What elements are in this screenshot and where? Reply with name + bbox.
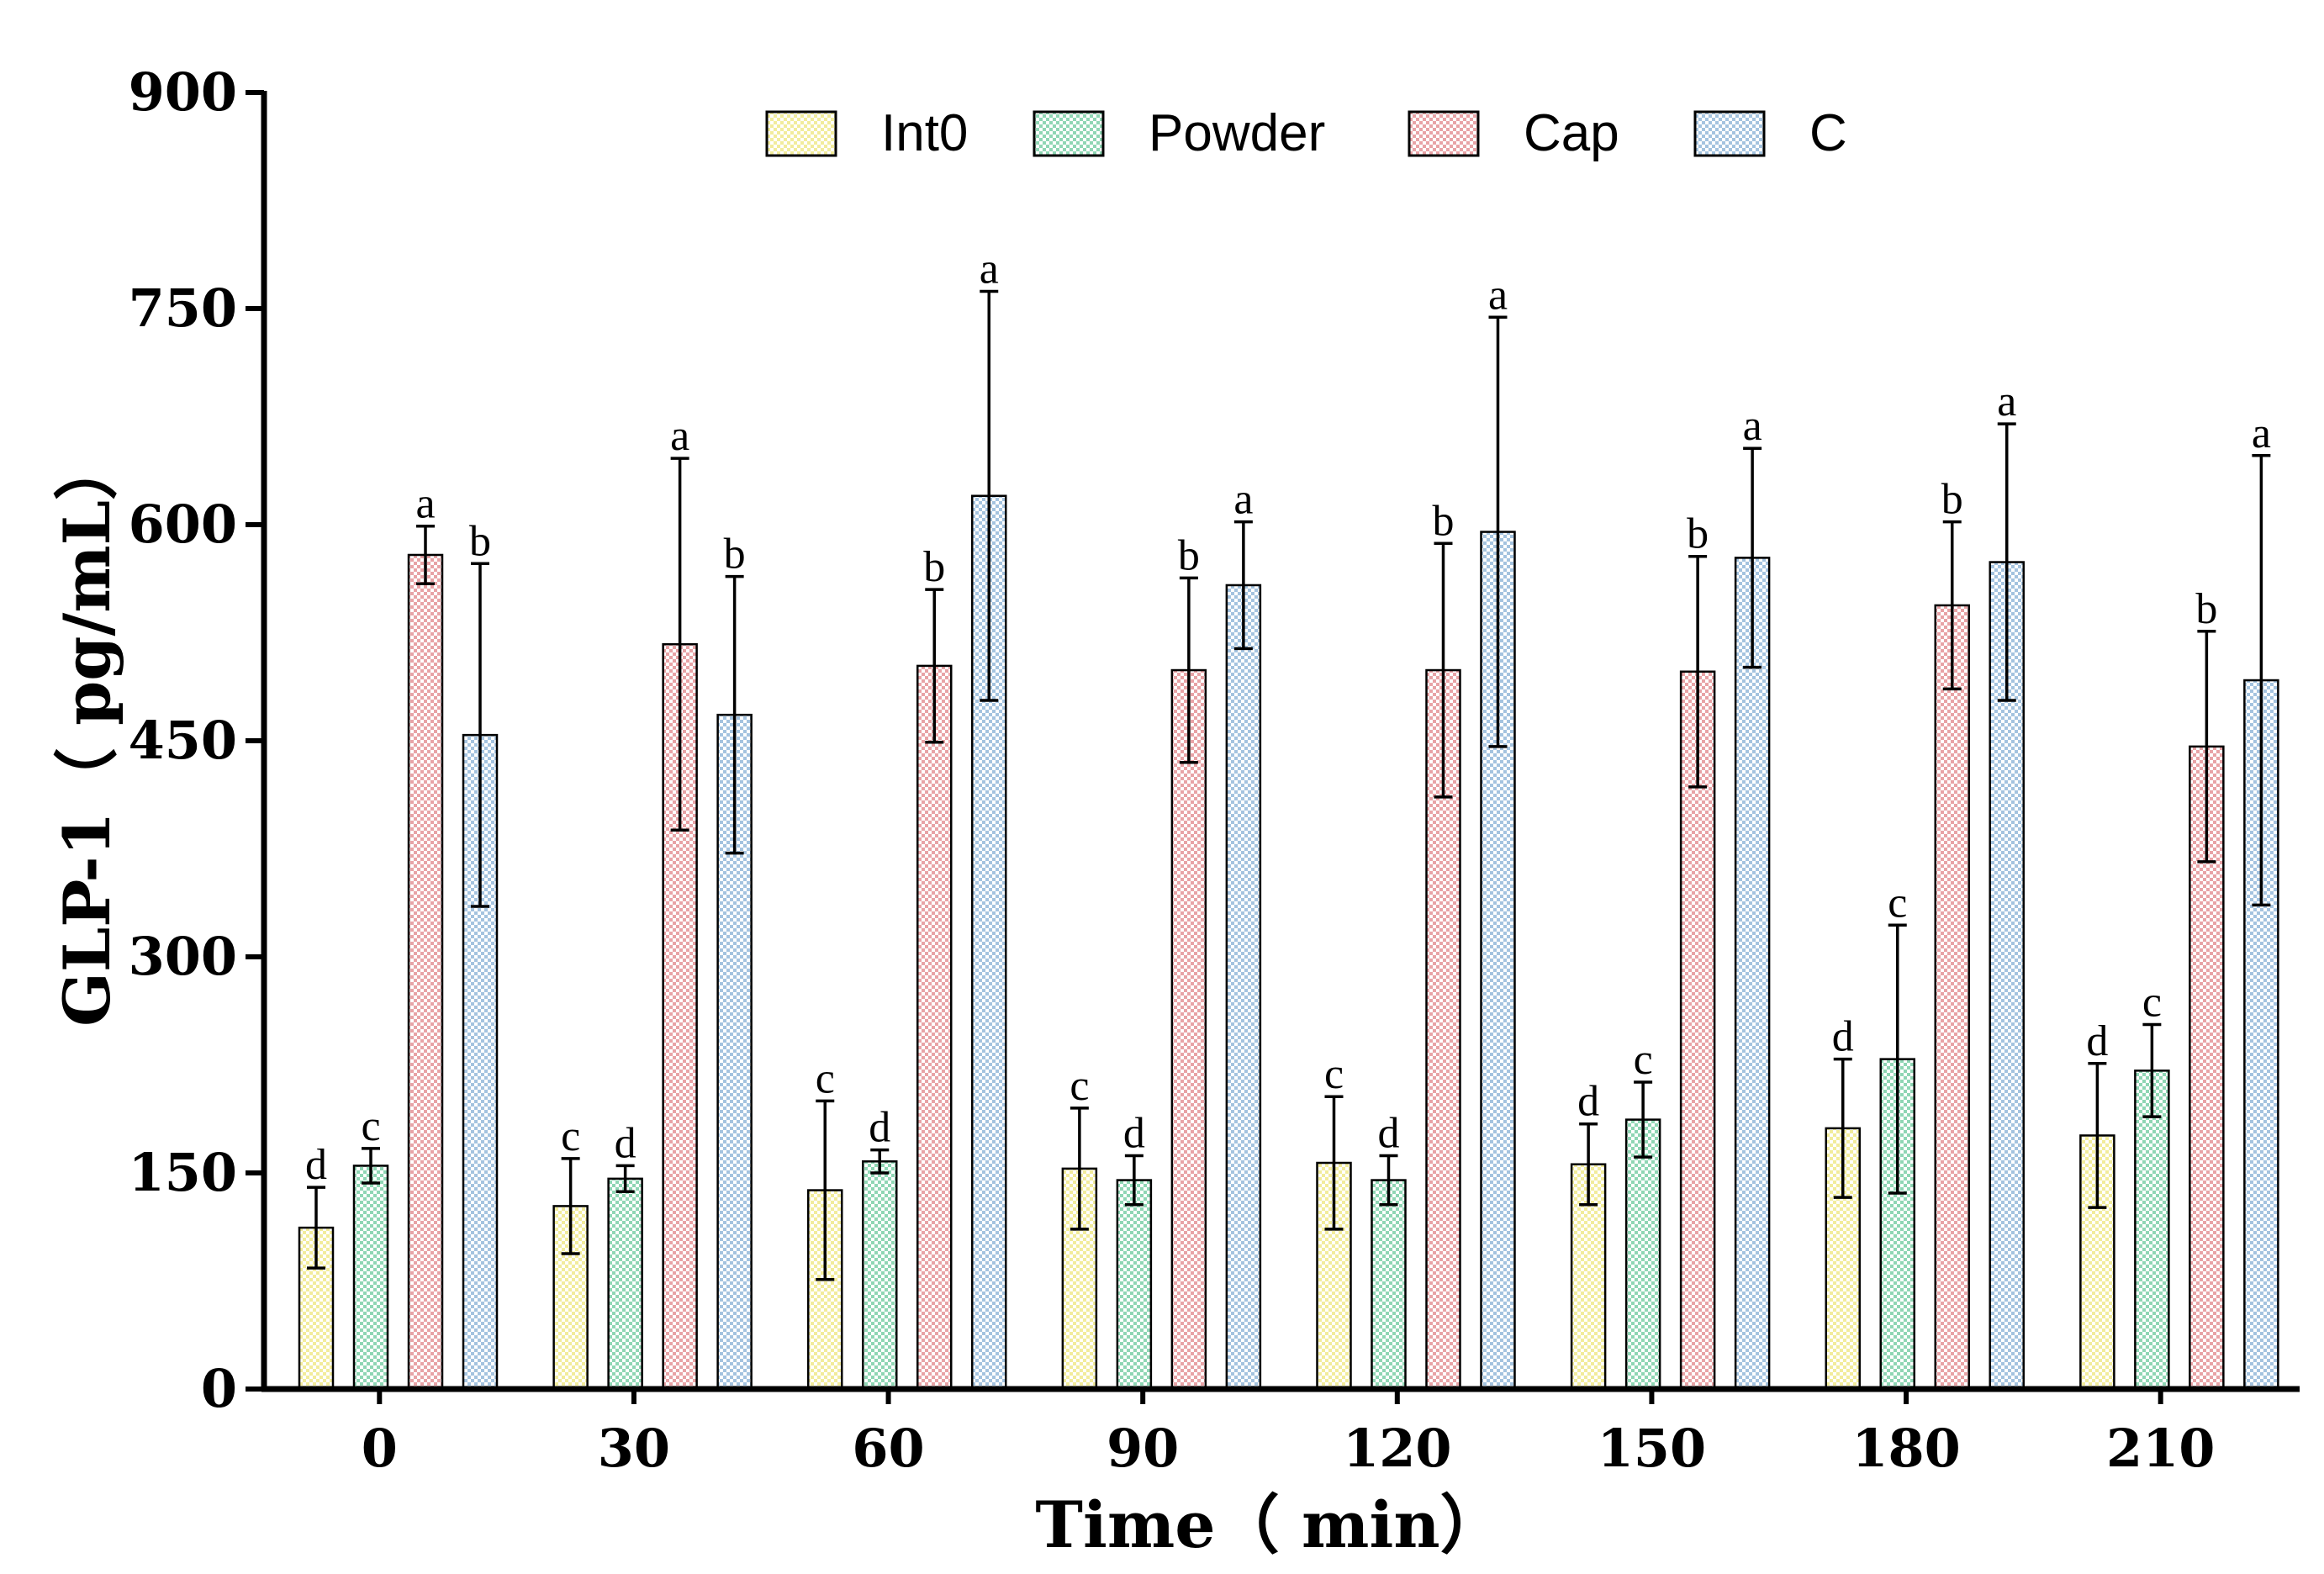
y-tick-label: 150	[129, 1142, 237, 1203]
significance-label: b	[1687, 510, 1709, 558]
significance-label: b	[1178, 531, 1200, 579]
x-tick-label: 180	[1851, 1418, 1960, 1479]
significance-label: b	[2195, 585, 2217, 633]
significance-label: b	[469, 517, 491, 565]
significance-label: d	[305, 1141, 327, 1189]
x-tick-label: 120	[1343, 1418, 1451, 1479]
bar-powder-t30	[607, 1177, 643, 1391]
legend-label-int0: Int0	[881, 104, 968, 162]
bar-powder-t120	[1371, 1179, 1407, 1391]
y-tick-label: 0	[201, 1358, 237, 1419]
significance-label: c	[1324, 1050, 1344, 1098]
legend-label-powder: Powder	[1149, 104, 1325, 162]
y-tick-label: 600	[129, 494, 237, 555]
significance-label: c	[561, 1112, 580, 1160]
significance-label: b	[1433, 497, 1455, 545]
bar-cap-t30	[662, 642, 698, 1391]
bar-cap-t60	[916, 664, 953, 1391]
y-tick-label: 750	[129, 277, 237, 339]
significance-label: d	[1832, 1013, 1854, 1061]
significance-label: d	[869, 1104, 890, 1152]
significance-label: c	[2142, 979, 2162, 1027]
significance-label: c	[1888, 879, 1907, 927]
significance-label: d	[615, 1119, 636, 1167]
significance-label: c	[1070, 1062, 1089, 1110]
significance-label: a	[1488, 271, 1508, 319]
significance-label: d	[2086, 1017, 2108, 1065]
bar-c-t90	[1225, 584, 1262, 1391]
significance-label: c	[361, 1102, 380, 1150]
significance-label: a	[670, 412, 689, 460]
significance-label: d	[1123, 1109, 1145, 1157]
legend-swatch-cap	[1408, 110, 1480, 157]
legend-label-cap: Cap	[1524, 104, 1619, 162]
significance-label: a	[1997, 378, 2016, 425]
significance-label: d	[1378, 1109, 1400, 1157]
y-axis-title: GLP-1（ pg/mL）	[50, 436, 124, 1027]
bar-powder-t0	[352, 1165, 389, 1391]
x-tick-label: 0	[362, 1418, 398, 1479]
bar-cap-t0	[407, 553, 444, 1391]
x-tick-label: 210	[2106, 1418, 2215, 1479]
x-axis-title: Time（ min）	[1035, 1487, 1503, 1562]
legend-label-c: C	[1809, 104, 1847, 162]
legend-swatch-c	[1693, 110, 1766, 157]
significance-label: a	[415, 480, 435, 528]
legend-swatch-int0	[765, 110, 837, 157]
significance-label: a	[1743, 402, 1762, 450]
bar-cap-t90	[1170, 668, 1207, 1391]
x-tick-label: 30	[598, 1418, 670, 1479]
significance-label: b	[724, 531, 746, 578]
bar-powder-t150	[1624, 1118, 1661, 1391]
significance-label: a	[980, 245, 999, 293]
y-tick-label: 900	[129, 61, 237, 123]
bar-int0-t210	[2079, 1134, 2115, 1391]
significance-label: c	[1634, 1036, 1653, 1084]
significance-label: d	[1577, 1078, 1599, 1126]
bar-cap-t180	[1934, 604, 1970, 1391]
bar-powder-t210	[2134, 1070, 2170, 1391]
significance-label: c	[816, 1054, 835, 1102]
y-tick-label: 450	[129, 710, 237, 771]
bar-c-t150	[1734, 557, 1771, 1391]
significance-label: a	[2252, 409, 2271, 457]
x-tick-label: 90	[1107, 1418, 1179, 1479]
bar-powder-t60	[862, 1160, 898, 1391]
x-tick-label: 60	[852, 1418, 924, 1479]
x-tick-label: 150	[1598, 1418, 1706, 1479]
y-tick-label: 300	[129, 926, 237, 987]
significance-label: a	[1233, 476, 1253, 524]
significance-label: b	[1941, 476, 1963, 524]
bar-powder-t90	[1116, 1179, 1153, 1391]
significance-label: b	[923, 543, 945, 591]
legend-swatch-powder	[1033, 110, 1105, 157]
